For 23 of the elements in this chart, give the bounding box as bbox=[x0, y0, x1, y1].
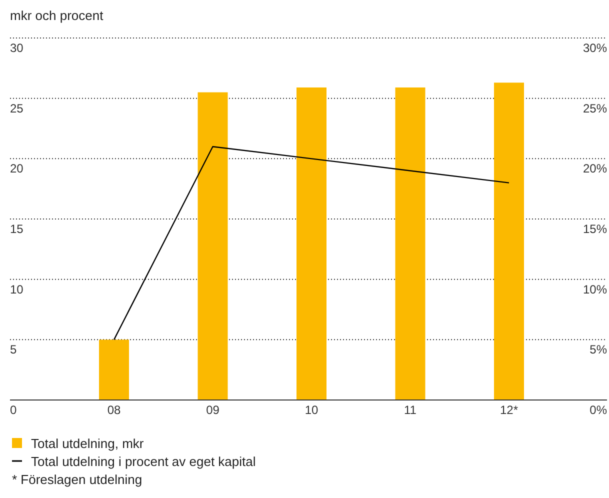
y-tick-label: 30 bbox=[10, 41, 24, 55]
y2-tick-label: 25% bbox=[582, 101, 608, 116]
y-tick-label: 0 bbox=[10, 403, 17, 417]
y-axis-title: mkr och procent bbox=[10, 8, 104, 23]
legend-label: Total utdelning i procent av eget kapital bbox=[31, 454, 256, 469]
y-tick-label: 5 bbox=[10, 342, 17, 357]
y2-tick-label: 30% bbox=[582, 41, 608, 55]
x-tick-label: 09 bbox=[206, 403, 220, 417]
y-tick-label: 10 bbox=[10, 282, 24, 296]
x-tick-label: 10 bbox=[304, 403, 318, 417]
y-tick-label: 15 bbox=[10, 222, 24, 236]
y2-tick-label: 0% bbox=[590, 403, 608, 417]
text: * Föreslagen utdelning bbox=[12, 472, 142, 487]
y2-tick-label: 20% bbox=[582, 162, 608, 176]
y2-tick-label: 15% bbox=[582, 222, 608, 236]
legend-label: Total utdelning, mkr bbox=[31, 436, 144, 451]
y-tick-label: 20 bbox=[10, 162, 24, 176]
y2-tick-label: 10% bbox=[582, 282, 608, 296]
y-tick-label: 25 bbox=[10, 101, 24, 116]
x-tick-label: 12* bbox=[500, 403, 518, 417]
x-tick-label: 11 bbox=[404, 403, 417, 417]
y2-tick-label: 5% bbox=[590, 342, 608, 357]
x-tick-label: 08 bbox=[107, 403, 121, 417]
